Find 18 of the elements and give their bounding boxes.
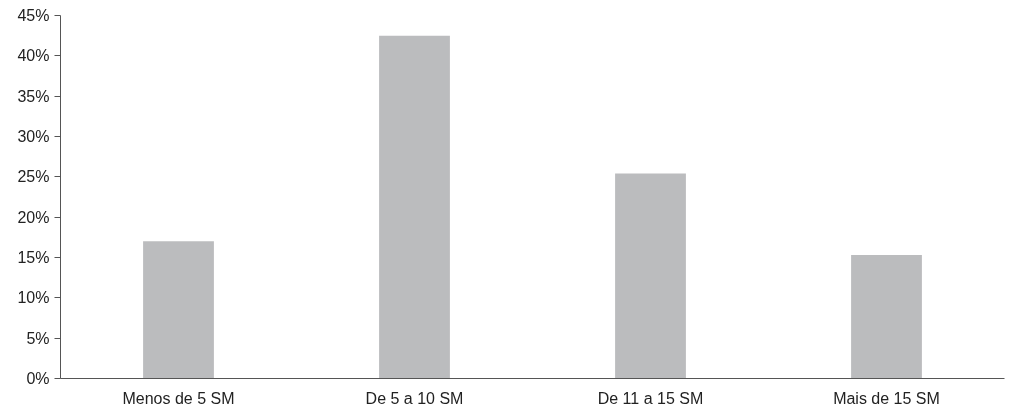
y-tick-label: 15% (17, 249, 50, 266)
bar (615, 173, 686, 379)
bar (851, 255, 922, 379)
bar (379, 35, 450, 379)
y-tick-label: 40% (17, 47, 50, 65)
y-tick-label: 10% (17, 289, 50, 307)
y-tick-label: 0% (26, 370, 50, 387)
bar (143, 241, 214, 379)
y-tick-label: 20% (17, 208, 50, 226)
y-tick-label: 35% (17, 87, 50, 105)
y-tick-label: 30% (17, 128, 50, 145)
x-tick-label: De 5 a 10 SM (365, 389, 464, 407)
x-tick-label: Menos de 5 SM (122, 389, 235, 407)
y-tick-label: 45% (17, 7, 50, 24)
x-tick-label: Mais de 15 SM (833, 389, 940, 407)
x-tick-label: De 11 a 15 SM (597, 389, 704, 407)
y-tick-label: 25% (17, 168, 50, 186)
y-tick-label: 5% (26, 329, 50, 347)
